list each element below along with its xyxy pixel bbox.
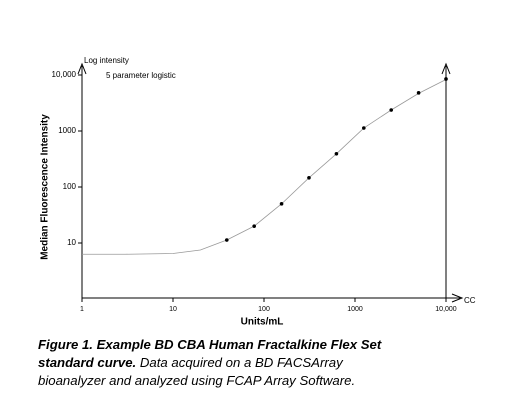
x-axis-label: Units/mL: [241, 317, 284, 328]
x-tick-label: 1000: [347, 306, 363, 313]
data-point: [279, 202, 284, 206]
y-axis-label: Median Fluorescence Intensity: [40, 114, 51, 260]
data-point: [362, 126, 366, 130]
data-point: [389, 108, 394, 112]
chart: Log intensity 5 parameter logistic CC Un…: [40, 56, 476, 328]
x-tick-label: 10: [169, 306, 177, 313]
data-point: [444, 77, 448, 81]
x-arrow: [451, 293, 464, 303]
x-tick-label: 10,000: [435, 306, 457, 313]
data-point: [416, 91, 421, 95]
annotation: 5 parameter logistic: [106, 71, 176, 80]
data-point: [307, 175, 311, 180]
caption-text: Data acquired on a BD FACSArray bioanaly…: [38, 355, 356, 388]
right-arrow: [441, 62, 451, 75]
annotation: CC: [464, 296, 476, 305]
y-tick-label: 10,000: [52, 70, 77, 79]
caption: Figure 1. Example BD CBA Human Fractalki…: [38, 336, 410, 390]
fit-curve: [82, 79, 447, 255]
y-tick-label: 100: [63, 182, 77, 191]
annotation: Log intensity: [84, 56, 129, 65]
x-tick-label: 1: [80, 306, 84, 313]
data-point: [224, 238, 229, 242]
data-point: [252, 224, 256, 228]
x-tick-label: 100: [258, 306, 270, 313]
y-tick-label: 10: [67, 238, 76, 247]
caption-bold: Figure 1. Example BD CBA Human Fractalki…: [38, 337, 382, 370]
y-tick-label: 1000: [58, 126, 76, 135]
data-point: [334, 151, 339, 156]
y-arrow: [77, 62, 87, 75]
